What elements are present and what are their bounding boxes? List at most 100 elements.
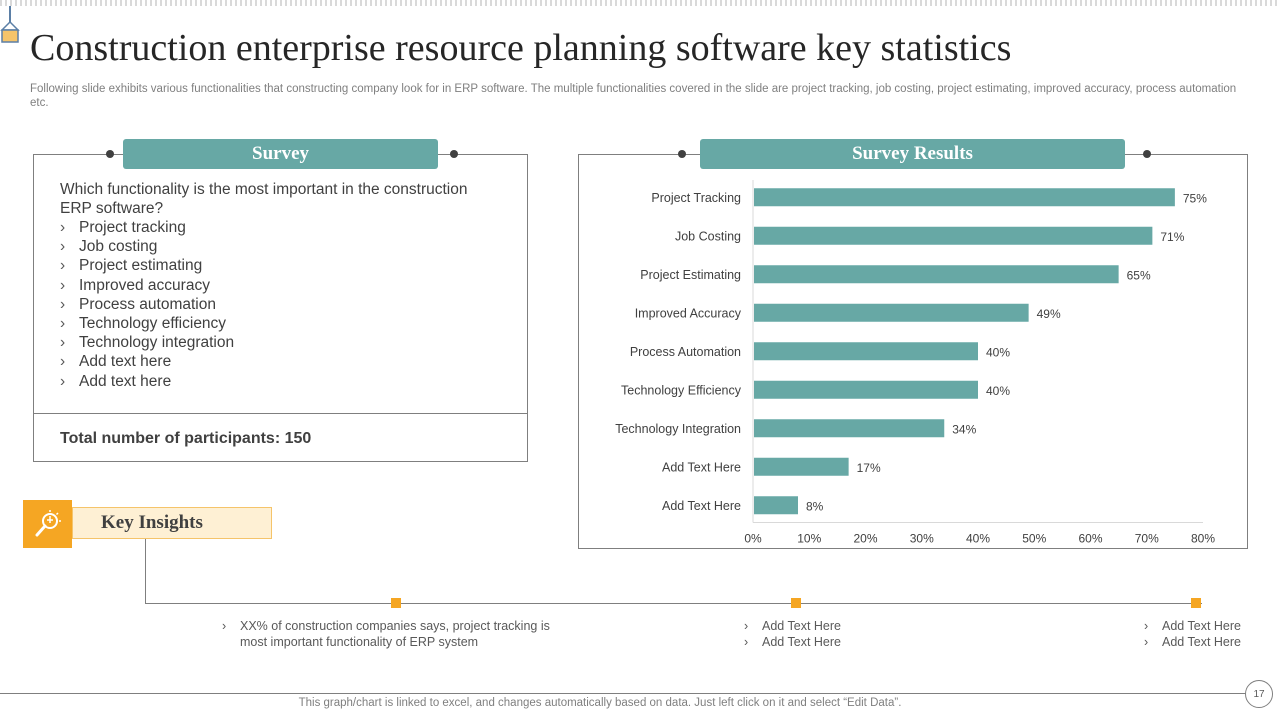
insight-marker-3 xyxy=(1191,598,1201,608)
survey-option-label: Job costing xyxy=(79,238,158,256)
chart-category-label: Job Costing xyxy=(675,229,741,243)
survey-results-header: Survey Results xyxy=(700,139,1125,169)
chart-bar xyxy=(754,342,978,361)
chart-data-label: 34% xyxy=(952,422,976,436)
chevron-right-icon: › xyxy=(222,619,227,633)
chart-x-tick-label: 30% xyxy=(910,532,934,546)
chart-data-label: 65% xyxy=(1127,268,1151,282)
survey-results-bar-chart: Project Tracking 75% Job Costing 71% Project… xyxy=(615,180,1215,546)
results-header-left-dot xyxy=(678,150,686,158)
chart-x-tick-label: 0% xyxy=(744,532,762,546)
chart-x-tick-label: 80% xyxy=(1191,532,1215,546)
survey-option-label: Process automation xyxy=(79,295,216,313)
chart-x-tick-label: 40% xyxy=(966,532,990,546)
chart-data-label: 49% xyxy=(1037,307,1061,321)
chevron-right-icon: › xyxy=(60,257,66,275)
top-stripe xyxy=(0,0,1280,6)
survey-option-label: Add text here xyxy=(79,353,172,371)
chevron-right-icon: › xyxy=(60,219,66,236)
survey-option: › Add text here xyxy=(60,352,234,371)
chart-category-label: Project Tracking xyxy=(651,191,741,205)
survey-option-label: Project estimating xyxy=(79,257,203,275)
participants-count: Total number of participants: 150 xyxy=(60,430,312,447)
insight-item: › Add Text Here xyxy=(744,634,884,650)
chart-x-tick-label: 20% xyxy=(853,532,877,546)
footer-divider xyxy=(0,693,1246,694)
insight-column-2: › Add Text Here › Add Text Here xyxy=(744,618,884,650)
insights-timeline-line xyxy=(145,603,1202,604)
chart-bar xyxy=(754,457,849,476)
chart-category-label: Technology Efficiency xyxy=(621,383,742,397)
chart-bar xyxy=(754,226,1153,245)
crane-hook-icon xyxy=(0,6,20,43)
survey-header-right-dot xyxy=(450,150,458,158)
survey-option-label: Improved accuracy xyxy=(79,276,210,294)
survey-option: › Project tracking xyxy=(60,218,234,237)
survey-header: Survey xyxy=(123,139,438,169)
insight-text: Add Text Here xyxy=(1162,635,1241,649)
insights-connector-vertical xyxy=(145,539,146,603)
footer-note: This graph/chart is linked to excel, and… xyxy=(298,697,902,709)
results-header-right-dot xyxy=(1143,150,1151,158)
survey-option: › Process automation xyxy=(60,295,234,314)
insight-marker-2 xyxy=(791,598,801,608)
chart-bar xyxy=(754,419,945,438)
chevron-right-icon: › xyxy=(60,334,66,352)
chart-category-label: Technology Integration xyxy=(615,422,741,436)
chevron-right-icon: › xyxy=(60,353,66,371)
insight-item: › Add Text Here xyxy=(1144,634,1274,650)
insight-item: › Add Text Here xyxy=(744,618,884,634)
insight-item: › XX% of construction companies says, pro… xyxy=(222,618,567,650)
survey-option-label: Project tracking xyxy=(79,219,186,236)
survey-options-list: › Project tracking › Job costing › Project es… xyxy=(60,218,234,391)
chart-data-label: 17% xyxy=(857,461,881,475)
insight-text: Add Text Here xyxy=(762,619,841,633)
chart-bar xyxy=(754,265,1119,284)
survey-divider xyxy=(34,413,527,414)
chevron-right-icon: › xyxy=(60,276,66,294)
page-subtitle: Following slide exhibits various functio… xyxy=(30,83,1237,109)
chevron-right-icon: › xyxy=(60,315,66,333)
lightbulb-magnifier-icon xyxy=(35,510,61,537)
chevron-right-icon: › xyxy=(60,372,66,390)
chart-bar xyxy=(754,496,798,515)
survey-option: › Add text here xyxy=(60,372,234,391)
survey-option: › Project estimating xyxy=(60,256,234,275)
insight-text: Add Text Here xyxy=(1162,619,1241,633)
page-title: Construction enterprise resource plannin… xyxy=(30,27,1012,69)
survey-option-label: Add text here xyxy=(79,372,172,390)
page-number: 17 xyxy=(1245,680,1273,708)
chart-data-label: 71% xyxy=(1160,230,1184,244)
survey-option-label: Technology integration xyxy=(79,334,235,352)
chart-category-label: Add Text Here xyxy=(662,460,741,474)
key-insights-label: Key Insights xyxy=(72,507,272,539)
chart-x-tick-label: 70% xyxy=(1135,532,1159,546)
chart-x-tick-label: 60% xyxy=(1078,532,1102,546)
chart-bar xyxy=(754,303,1029,322)
chart-category-label: Project Estimating xyxy=(640,268,741,282)
chevron-right-icon: › xyxy=(60,238,66,256)
chart-bar xyxy=(754,188,1175,207)
chevron-right-icon: › xyxy=(1144,619,1149,633)
survey-option: › Improved accuracy xyxy=(60,276,234,295)
insight-column-1: › XX% of construction companies says, pro… xyxy=(222,618,567,650)
chart-category-label: Add Text Here xyxy=(662,499,741,513)
chevron-right-icon: › xyxy=(60,295,66,313)
insight-text: XX% of construction companies says, proj… xyxy=(240,619,550,649)
chart-category-label: Process Automation xyxy=(630,345,741,359)
key-insights-icon-box xyxy=(23,500,72,548)
chart-x-tick-label: 10% xyxy=(797,532,821,546)
survey-card: Which functionality is the most importan… xyxy=(33,154,528,462)
chart-x-tick-label: 50% xyxy=(1022,532,1046,546)
chart-data-label: 8% xyxy=(806,499,824,513)
chart-data-label: 40% xyxy=(986,384,1010,398)
chevron-right-icon: › xyxy=(1144,635,1149,649)
chart-category-label: Improved Accuracy xyxy=(635,306,742,320)
chart-data-label: 75% xyxy=(1183,191,1207,205)
survey-option-label: Technology efficiency xyxy=(79,315,227,333)
insight-marker-1 xyxy=(391,598,401,608)
survey-option: › Job costing xyxy=(60,237,234,256)
survey-question: Which functionality is the most importan… xyxy=(60,181,468,217)
survey-option: › Technology efficiency xyxy=(60,314,234,333)
chevron-right-icon: › xyxy=(744,619,749,633)
